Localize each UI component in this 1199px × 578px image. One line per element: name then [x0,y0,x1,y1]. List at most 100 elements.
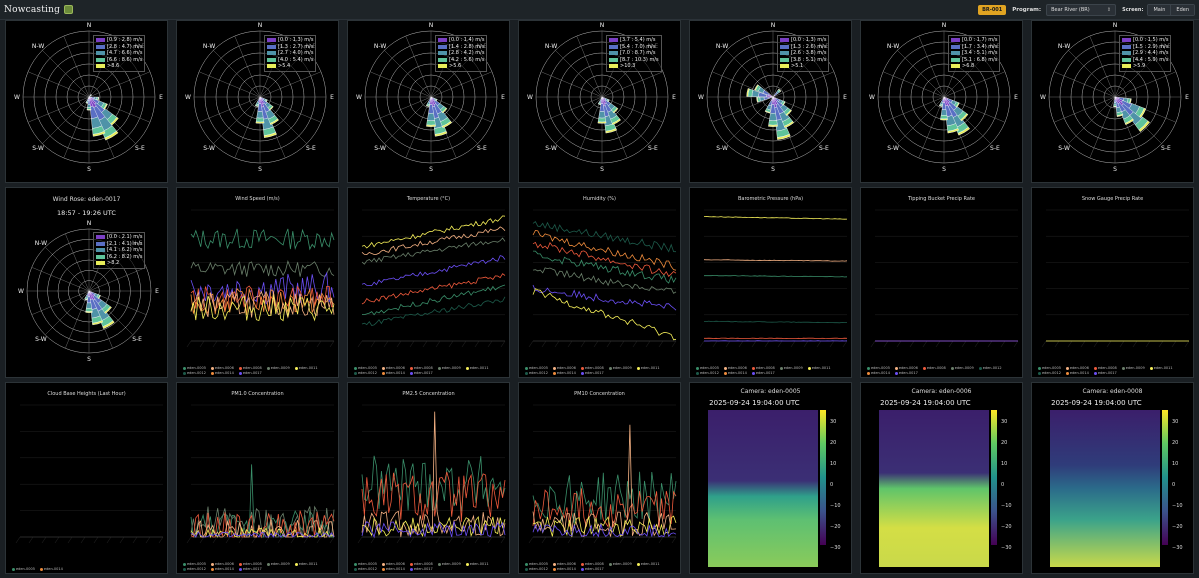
legend-entry[interactable]: eden-0009 [1121,366,1145,370]
legend-entry[interactable]: eden-0017 [580,567,604,571]
legend-entry[interactable]: eden-0014 [1065,371,1089,375]
legend-entry[interactable]: eden-0006 [1065,366,1089,370]
legend-label: eden-0009 [783,366,803,370]
legend-entry[interactable]: eden-0009 [950,366,974,370]
legend-entry[interactable]: eden-0005 [525,366,548,370]
legend-entry[interactable]: eden-0012 [354,567,377,571]
legend-entry[interactable]: eden-0012 [183,567,206,571]
x-tick-mark [357,536,363,544]
legend-entry[interactable]: eden-0014 [552,371,576,375]
legend-entry[interactable]: eden-0011 [465,562,489,566]
legend-entry[interactable]: eden-0014 [381,371,405,375]
legend-entry[interactable]: eden-0017 [238,567,262,571]
legend-entry[interactable]: eden-0012 [696,371,719,375]
legend-entry[interactable]: eden-0011 [636,366,660,370]
legend-entry[interactable]: eden-0017 [409,567,433,571]
x-tick-mark [186,536,192,544]
legend-swatch [1122,64,1131,69]
legend-entry[interactable]: eden-0005 [525,562,548,566]
legend-entry[interactable]: eden-0012 [183,371,206,375]
legend-entry[interactable]: eden-0012 [525,567,548,571]
legend-entry[interactable]: eden-0011 [807,366,831,370]
legend-label: eden-0005 [1042,366,1061,370]
legend-label: eden-0011 [640,562,660,566]
legend-entry[interactable]: eden-0011 [294,366,318,370]
legend-entry[interactable]: eden-0006 [894,366,918,370]
legend-dot [1065,366,1069,370]
legend-entry[interactable]: eden-0005 [183,366,206,370]
legend-entry[interactable]: eden-0014 [39,567,63,571]
legend-entry: >8.6 [96,63,142,70]
legend-entry[interactable]: eden-0006 [210,366,234,370]
colorbar-tick-label: −20 [1001,524,1012,530]
legend-entry[interactable]: eden-0014 [867,371,890,375]
legend-entry[interactable]: eden-0012 [354,371,377,375]
legend-label: eden-0008 [584,562,604,566]
legend-entry[interactable]: eden-0017 [580,371,604,375]
legend-entry[interactable]: eden-0009 [266,366,290,370]
legend-entry[interactable]: eden-0009 [608,366,632,370]
screen-button-main[interactable]: Main [1148,4,1171,15]
legend-entry[interactable]: eden-0005 [354,366,377,370]
legend-dot [1149,366,1153,370]
legend-swatch [951,57,960,62]
legend-entry[interactable]: eden-0005 [867,366,890,370]
legend-entry[interactable]: eden-0008 [409,562,433,566]
legend-entry[interactable]: eden-0014 [210,371,234,375]
legend-entry[interactable]: eden-0014 [210,567,234,571]
legend-entry[interactable]: eden-0008 [751,366,775,370]
legend-entry[interactable]: eden-0011 [465,366,489,370]
legend-entry[interactable]: eden-0009 [779,366,803,370]
program-select[interactable]: Bear River (BR) ⇕ [1046,3,1117,16]
legend-entry[interactable]: eden-0014 [552,567,576,571]
legend-entry[interactable]: eden-0005 [12,567,35,571]
line-chart [699,209,848,348]
legend-entry[interactable]: eden-0008 [580,366,604,370]
legend-entry[interactable]: eden-0014 [723,371,747,375]
legend-entry[interactable]: eden-0017 [751,371,775,375]
chart-legend: eden-0005 eden-0006 eden-0008 eden-0009 eden… [354,366,505,375]
legend-entry[interactable]: eden-0011 [1149,366,1173,370]
legend-entry[interactable]: eden-0005 [354,562,377,566]
legend-entry[interactable]: eden-0011 [636,562,660,566]
legend-entry[interactable]: eden-0005 [1038,366,1061,370]
legend-entry[interactable]: eden-0011 [294,562,318,566]
legend-entry[interactable]: eden-0008 [238,562,262,566]
legend-label: eden-0009 [441,366,461,370]
legend-swatch [780,51,789,56]
legend-entry[interactable]: eden-0012 [525,371,548,375]
legend-entry[interactable]: eden-0009 [608,562,632,566]
legend-entry[interactable]: eden-0009 [437,562,461,566]
legend-entry[interactable]: eden-0017 [894,371,918,375]
legend-entry[interactable]: eden-0006 [552,562,576,566]
legend-entry[interactable]: eden-0008 [580,562,604,566]
rose-petal-segment [597,117,607,123]
legend-entry: [0.0 : 2.1) m/s [96,234,142,241]
legend-entry[interactable]: eden-0012 [1038,371,1061,375]
legend-entry[interactable]: eden-0014 [381,567,405,571]
legend-entry[interactable]: eden-0017 [238,371,262,375]
legend-entry[interactable]: eden-0006 [723,366,747,370]
legend-entry[interactable]: eden-0008 [238,366,262,370]
legend-entry[interactable]: eden-0008 [409,366,433,370]
legend-entry[interactable]: eden-0009 [437,366,461,370]
legend-entry[interactable]: eden-0009 [266,562,290,566]
legend-entry[interactable]: eden-0005 [696,366,719,370]
x-tick-mark [316,536,322,544]
legend-entry[interactable]: eden-0006 [552,366,576,370]
legend-entry[interactable]: eden-0008 [922,366,946,370]
x-tick-mark [54,536,60,544]
legend-entry[interactable]: eden-0017 [1093,371,1117,375]
legend-entry[interactable]: eden-0006 [381,366,405,370]
screen-button-eden[interactable]: Eden [1170,4,1194,15]
legend-entry[interactable]: eden-0017 [409,371,433,375]
legend-entry[interactable]: eden-0006 [381,562,405,566]
legend-swatch [1122,38,1131,43]
legend-entry[interactable]: eden-0005 [183,562,206,566]
legend-entry[interactable]: eden-0008 [1093,366,1117,370]
legend-dot [354,567,357,571]
legend-entry[interactable]: eden-0006 [210,562,234,566]
legend-label: eden-0009 [954,366,974,370]
legend-label: eden-0012 [982,366,1002,370]
legend-entry[interactable]: eden-0012 [978,366,1002,370]
